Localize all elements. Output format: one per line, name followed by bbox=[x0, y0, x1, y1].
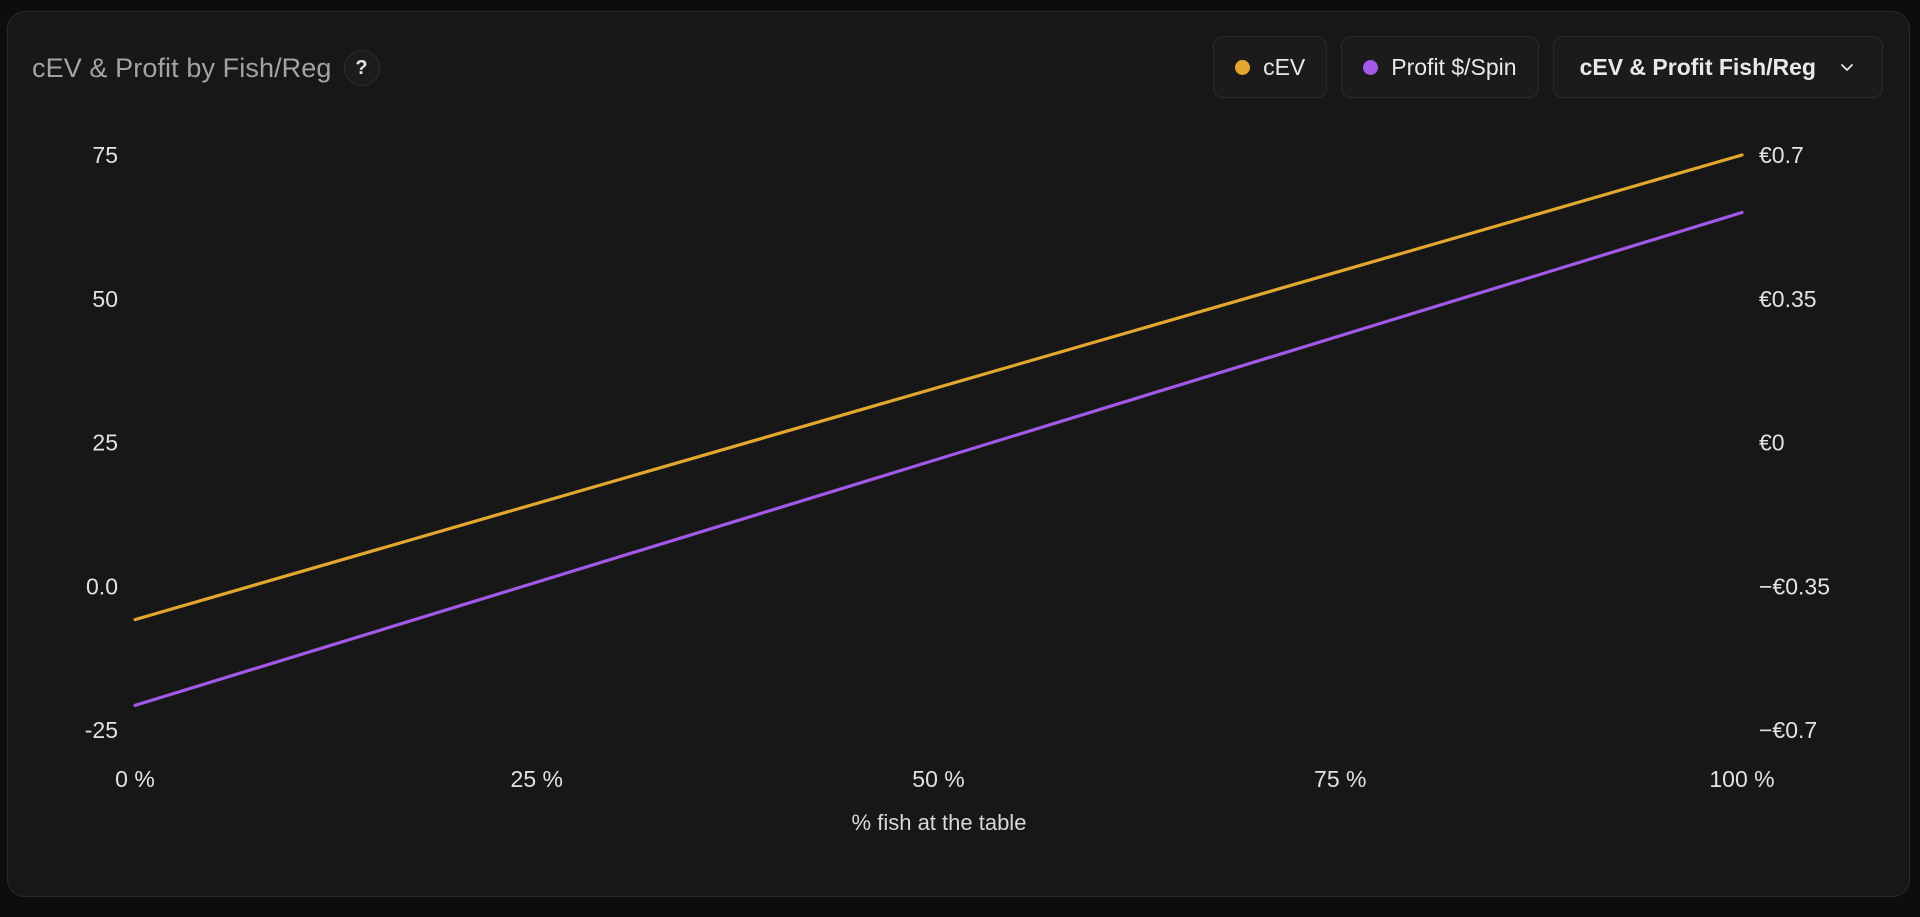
x-tick-label: 50 % bbox=[912, 766, 964, 792]
legend-toggle-profit[interactable]: Profit $/Spin bbox=[1341, 36, 1539, 98]
x-axis-label: % fish at the table bbox=[852, 810, 1027, 835]
chart-type-select-label: cEV & Profit Fish/Reg bbox=[1579, 53, 1816, 80]
x-tick-label: 0 % bbox=[115, 766, 155, 792]
series-line-profit-spin bbox=[133, 210, 1744, 708]
y-left-tick-label: -25 bbox=[85, 717, 118, 743]
chart-title: cEV & Profit by Fish/Reg bbox=[32, 52, 332, 83]
chart-type-select[interactable]: cEV & Profit Fish/Reg bbox=[1552, 36, 1883, 98]
series-group bbox=[133, 153, 1744, 708]
legend-label-cev: cEV bbox=[1263, 53, 1306, 80]
profit-legend-dot-icon bbox=[1363, 59, 1379, 75]
chevron-down-icon bbox=[1841, 64, 1853, 71]
series-line-cev bbox=[133, 153, 1744, 622]
x-axis: 0 % 25 % 50 % 75 % 100 % bbox=[115, 766, 1774, 792]
y-left-tick-label: 50 bbox=[92, 286, 118, 312]
chart-controls: cEV Profit $/Spin cEV & Profit Fish/Reg bbox=[1213, 36, 1883, 98]
cev-legend-dot-icon bbox=[1235, 59, 1251, 75]
y-right-tick-label: −€0.35 bbox=[1759, 573, 1830, 599]
y-axis-right: €0.7 €0.35 €0 −€0.35 −€0.7 bbox=[1759, 142, 1830, 743]
legend-label-profit: Profit $/Spin bbox=[1391, 53, 1517, 80]
y-right-tick-label: €0 bbox=[1759, 430, 1785, 456]
x-tick-label: 25 % bbox=[511, 766, 563, 792]
y-left-tick-label: 75 bbox=[92, 142, 118, 168]
y-right-tick-label: €0.7 bbox=[1759, 142, 1804, 168]
x-tick-label: 100 % bbox=[1709, 766, 1774, 792]
y-left-tick-label: 25 bbox=[92, 430, 118, 456]
y-axis-left: 75 50 25 0.0 -25 bbox=[85, 142, 118, 743]
y-left-tick-label: 0.0 bbox=[86, 573, 118, 599]
title-area: cEV & Profit by Fish/Reg ? bbox=[32, 50, 380, 86]
x-tick-label: 75 % bbox=[1314, 766, 1366, 792]
legend-toggle-cev[interactable]: cEV bbox=[1213, 36, 1328, 98]
y-right-tick-label: −€0.7 bbox=[1759, 717, 1817, 743]
help-icon[interactable]: ? bbox=[343, 50, 380, 86]
y-right-tick-label: €0.35 bbox=[1759, 286, 1817, 312]
